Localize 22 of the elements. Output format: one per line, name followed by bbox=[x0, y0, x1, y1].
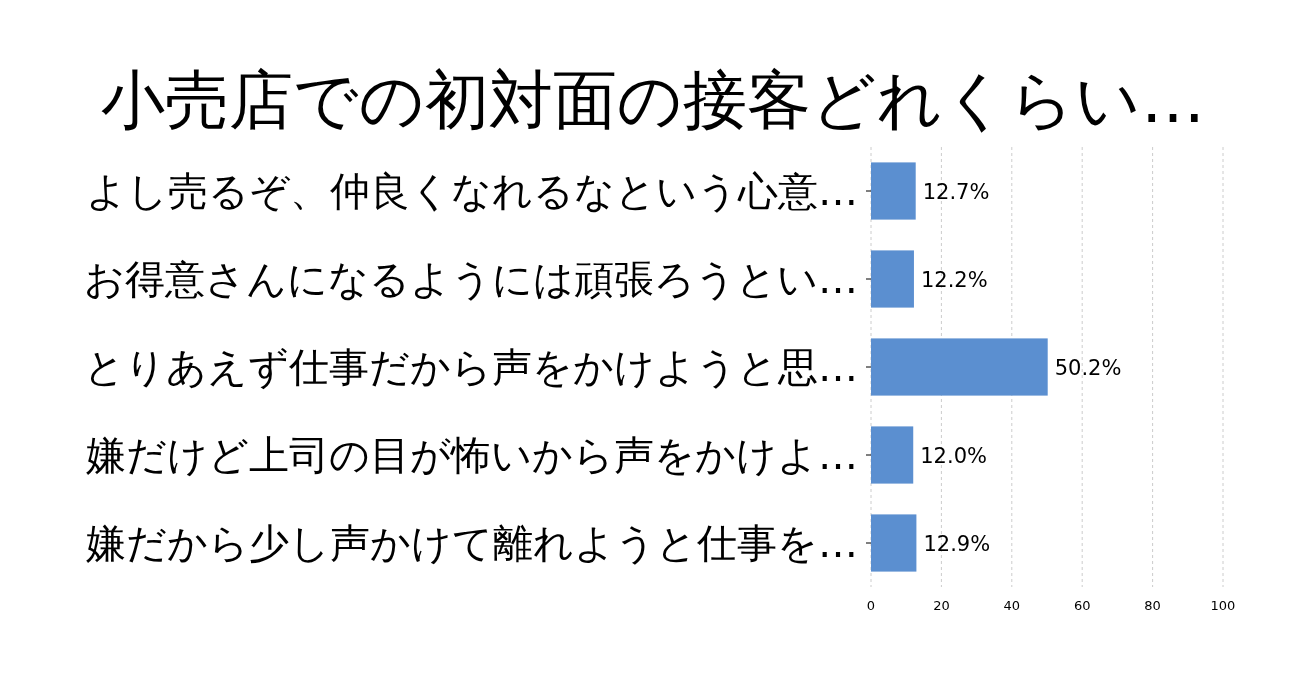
chart-title: 小売店での初対面の接客どれくらい… bbox=[101, 63, 1205, 137]
y-tick-label: 嫌だけど上司の目が怖いから声をかけよ… bbox=[86, 432, 858, 478]
bar bbox=[871, 514, 917, 572]
data-label: 12.7% bbox=[922, 180, 990, 204]
x-tick-label: 0 bbox=[866, 598, 876, 613]
bar bbox=[871, 162, 916, 220]
x-tick-label: 20 bbox=[933, 598, 950, 613]
data-label: 12.2% bbox=[920, 268, 988, 292]
bar bbox=[871, 426, 914, 484]
data-label: 12.9% bbox=[923, 532, 991, 556]
data-label: 50.2% bbox=[1054, 356, 1122, 380]
y-tick-label: お得意さんになるようには頑張ろうとい… bbox=[84, 256, 858, 302]
y-tick-label: よし売るぞ、仲良くなれるなという心意… bbox=[86, 168, 858, 214]
x-tick-label: 100 bbox=[1210, 598, 1236, 613]
x-tick-label: 60 bbox=[1073, 598, 1091, 613]
y-tick-label: 嫌だから少し声かけて離れようと仕事を… bbox=[86, 520, 858, 566]
x-tick-label: 40 bbox=[1003, 598, 1021, 613]
x-tick-label: 80 bbox=[1144, 598, 1161, 613]
y-tick-label: とりあえず仕事だから声をかけようと思… bbox=[84, 344, 858, 390]
data-label: 12.0% bbox=[920, 444, 987, 468]
bar bbox=[871, 250, 914, 308]
bar bbox=[871, 338, 1048, 396]
